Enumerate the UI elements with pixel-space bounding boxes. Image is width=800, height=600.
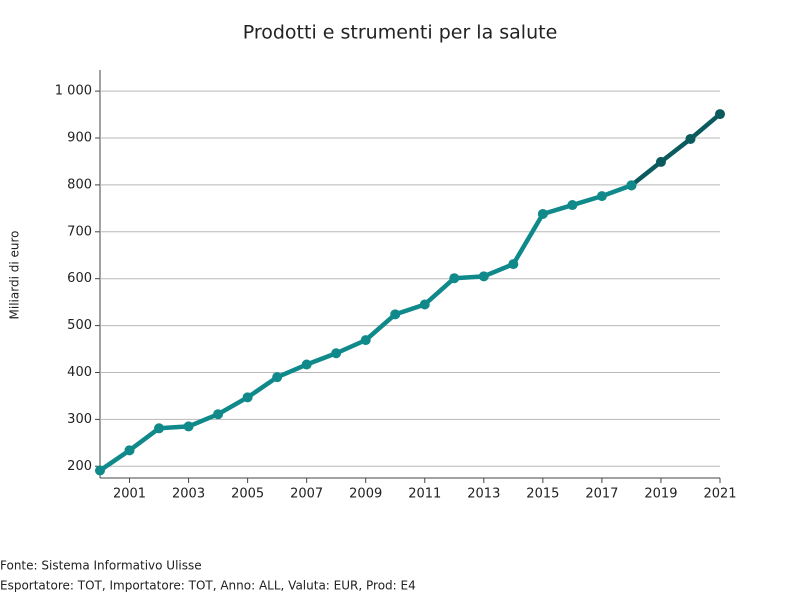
y-tick-label: 1 000	[55, 84, 92, 99]
y-tick-label: 900	[67, 131, 92, 146]
x-tick-label: 2009	[349, 487, 382, 502]
data-point	[272, 372, 283, 383]
data-point	[715, 109, 725, 120]
x-tick-label: 2015	[526, 487, 559, 502]
x-tick-label: 2021	[703, 487, 736, 502]
y-tick-label: 800	[67, 177, 92, 192]
data-point	[213, 409, 224, 420]
data-point	[596, 191, 607, 202]
data-point	[242, 392, 253, 403]
x-tick-label: 2019	[644, 487, 677, 502]
chart-title: Prodotti e strumenti per la salute	[243, 22, 558, 44]
x-tick-label: 2007	[290, 487, 323, 502]
data-point	[655, 156, 666, 167]
y-tick-label: 200	[67, 459, 92, 474]
data-point	[360, 335, 371, 346]
data-point	[567, 200, 578, 211]
data-point	[449, 273, 460, 284]
data-point	[478, 271, 489, 282]
data-point	[154, 423, 165, 434]
data-point	[537, 208, 548, 219]
y-tick-label: 500	[67, 318, 92, 333]
y-axis-label: Miliardi di euro	[8, 231, 22, 320]
data-point	[183, 421, 194, 432]
y-tick-label: 700	[67, 224, 92, 239]
data-point	[95, 465, 105, 476]
y-tick-label: 400	[67, 365, 92, 380]
data-point	[685, 133, 696, 144]
data-point	[301, 359, 312, 370]
data-point	[331, 348, 342, 359]
y-tick-label: 300	[67, 412, 92, 427]
data-point	[626, 180, 637, 191]
x-tick-label: 2001	[113, 487, 146, 502]
x-tick-label: 2013	[467, 487, 500, 502]
series-line	[97, 183, 634, 473]
data-point	[419, 299, 430, 310]
x-tick-label: 2011	[408, 487, 441, 502]
data-point	[390, 309, 401, 320]
x-tick-label: 2005	[231, 487, 264, 502]
footer-filters: Esportatore: TOT, Importatore: TOT, Anno…	[0, 579, 416, 593]
footer-source: Fonte: Sistema Informativo Ulisse	[0, 559, 202, 573]
data-point	[508, 259, 519, 270]
x-tick-label: 2017	[585, 487, 618, 502]
x-tick-label: 2003	[172, 487, 205, 502]
series-line	[629, 111, 723, 188]
y-tick-label: 600	[67, 271, 92, 286]
data-point	[124, 445, 135, 456]
